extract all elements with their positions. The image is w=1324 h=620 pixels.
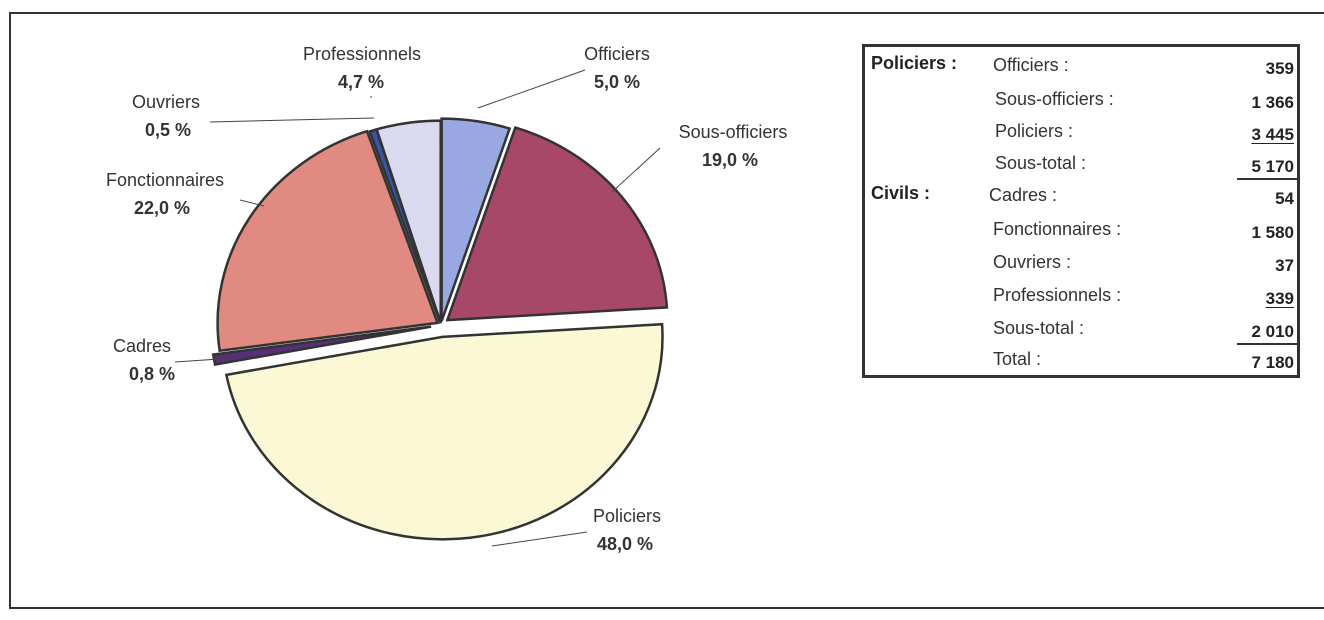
row-label: Fonctionnaires : [993, 219, 1122, 239]
row-label: Sous-officiers : [995, 89, 1114, 109]
leader-lines [174, 69, 661, 547]
slice-label-professionnels: Professionnels [303, 44, 421, 64]
row-label: Sous-total : [993, 318, 1085, 338]
row-label: Professionnels : [993, 285, 1122, 305]
row-label: Policiers : [995, 121, 1074, 141]
table-row: Cadres : 54 [865, 183, 1297, 215]
leader-fonctionnaires [239, 199, 265, 207]
slice-pct-sous-officiers: 19,0 % [702, 150, 758, 170]
slice-pct-professionnels: 4,7 % [338, 72, 384, 92]
row-value: 2 010 [1251, 322, 1294, 341]
data-table: Policiers : Civils : Officiers : 359 Sous-… [862, 44, 1300, 378]
leader-officiers [477, 69, 586, 109]
subtotal-rule [1237, 178, 1297, 180]
row-label: Cadres : [989, 185, 1058, 205]
group-label-policiers: Policiers : [871, 53, 958, 73]
table-row: Sous-total : 5 170 [865, 151, 1297, 183]
row-label: Ouvriers : [993, 252, 1072, 272]
slice-pct-ouvriers: 0,5 % [145, 120, 191, 140]
pie-slices [211, 117, 669, 541]
slice-labels: Officiers 5,0 % Sous-officiers 19,0 % Polici… [106, 44, 787, 554]
row-label: Officiers : [993, 55, 1069, 75]
slice-label-officiers: Officiers [584, 44, 650, 64]
slice-professionnels [375, 119, 442, 324]
row-value: 3 445 [1251, 125, 1294, 144]
leader-ouvriers [209, 117, 375, 123]
slice-pct-policiers: 48,0 % [597, 534, 653, 554]
slice-pct-fonctionnaires: 22,0 % [134, 198, 190, 218]
slice-policiers [224, 322, 664, 541]
table-row: Total : 7 180 [865, 347, 1297, 379]
row-value: 37 [1275, 256, 1294, 275]
table-row: Fonctionnaires : 1 580 [865, 217, 1297, 249]
slice-label-sous-officiers: Sous-officiers [679, 122, 788, 142]
slice-label-policiers: Policiers [593, 506, 661, 526]
slice-fonctionnaires [216, 129, 440, 353]
row-label: Sous-total : [995, 153, 1087, 173]
slice-label-ouvriers: Ouvriers [132, 92, 200, 112]
row-value: 359 [1265, 59, 1294, 78]
row-value: 7 180 [1251, 353, 1294, 372]
row-value: 5 170 [1251, 157, 1294, 176]
table-row: Officiers : 359 [865, 53, 1297, 85]
row-value: 54 [1275, 189, 1294, 208]
slice-pct-cadres: 0,8 % [129, 364, 175, 384]
leader-policiers [491, 531, 588, 547]
table-row: Sous-total : 2 010 [865, 316, 1297, 348]
slice-pct-officiers: 5,0 % [594, 72, 640, 92]
leader-sous-officiers [611, 147, 661, 193]
row-label: Total : [993, 349, 1042, 369]
table-row: Policiers : 3 445 [865, 119, 1297, 151]
subtotal-rule [1237, 343, 1297, 345]
slice-officiers [440, 117, 512, 322]
leader-cadres [174, 357, 235, 363]
chart-frame [9, 12, 1324, 609]
table-row: Sous-officiers : 1 366 [865, 87, 1297, 119]
table-row: Professionnels : 339 [865, 283, 1297, 315]
slice-sous-officiers [445, 126, 669, 322]
row-value: 339 [1265, 289, 1294, 308]
slice-label-cadres: Cadres [113, 336, 171, 356]
slice-label-fonctionnaires: Fonctionnaires [106, 170, 224, 190]
row-value: 1 580 [1251, 223, 1294, 242]
row-value: 1 366 [1251, 93, 1294, 112]
table-row: Ouvriers : 37 [865, 250, 1297, 282]
group-label-civils: Civils : [871, 183, 931, 203]
